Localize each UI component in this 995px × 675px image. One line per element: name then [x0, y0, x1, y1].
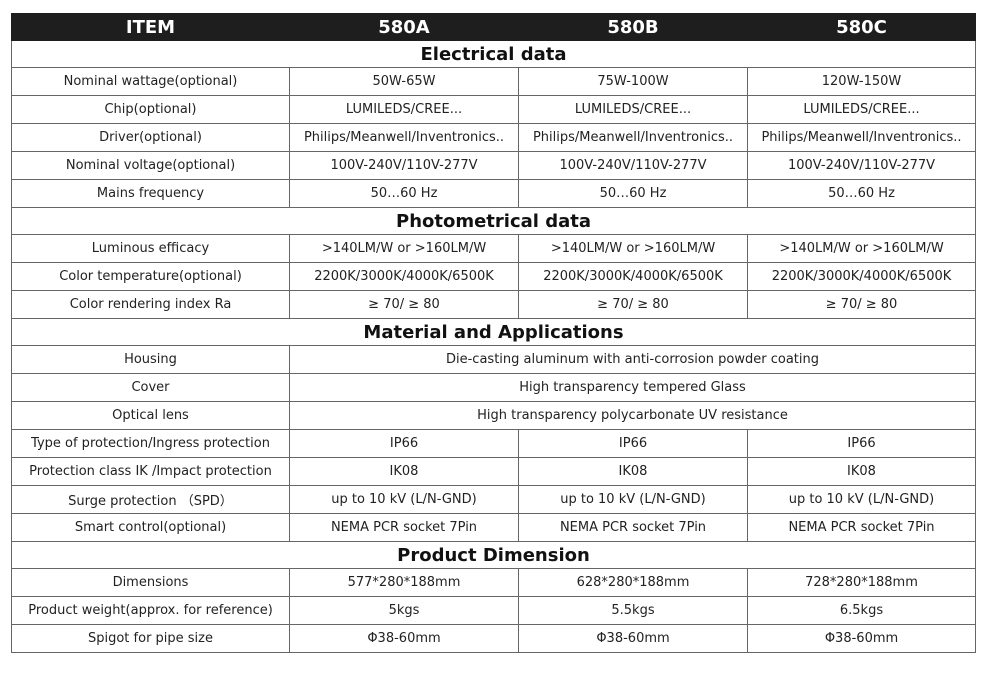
- cell-580b: 75W-100W: [518, 67, 748, 96]
- cell-580b: 100V-240V/110V-277V: [518, 151, 748, 180]
- table-row: Luminous efficacy >140LM/W or >160LM/W >…: [11, 234, 976, 263]
- row-label: Mains frequency: [11, 179, 290, 208]
- cell-580a: LUMILEDS/CREE...: [289, 95, 519, 124]
- cell-580c: 6.5kgs: [747, 596, 976, 625]
- cell-580a: IP66: [289, 429, 519, 458]
- cell-580b: Philips/Meanwell/Inventronics..: [518, 123, 748, 152]
- table-row: Type of protection/Ingress protection IP…: [11, 429, 976, 458]
- table-row: Driver(optional) Philips/Meanwell/Invent…: [11, 123, 976, 152]
- cell-580c: 728*280*188mm: [747, 568, 976, 597]
- cell-580a: 5kgs: [289, 596, 519, 625]
- section-material: Material and Applications: [11, 318, 976, 346]
- row-label: Color temperature(optional): [11, 262, 290, 291]
- cell-580c: 120W-150W: [747, 67, 976, 96]
- cell-580b: 50…60 Hz: [518, 179, 748, 208]
- table-row: Smart control(optional) NEMA PCR socket …: [11, 513, 976, 542]
- row-label: Surge protection （SPD）: [11, 485, 290, 514]
- row-label: Nominal voltage(optional): [11, 151, 290, 180]
- cell-580b: 628*280*188mm: [518, 568, 748, 597]
- section-electrical: Electrical data: [11, 40, 976, 68]
- cell-merged: High transparency polycarbonate UV resis…: [289, 401, 976, 430]
- cell-580b: LUMILEDS/CREE...: [518, 95, 748, 124]
- row-label: Chip(optional): [11, 95, 290, 124]
- section-row: Material and Applications: [11, 318, 976, 346]
- row-label: Protection class IK /Impact protection: [11, 457, 290, 486]
- cell-580c: IK08: [747, 457, 976, 486]
- cell-580c: 50…60 Hz: [747, 179, 976, 208]
- row-label: Spigot for pipe size: [11, 624, 290, 653]
- cell-580b: up to 10 kV (L/N-GND): [518, 485, 748, 514]
- cell-580c: Φ38-60mm: [747, 624, 976, 653]
- table-row: Cover High transparency tempered Glass: [11, 373, 976, 402]
- cell-580c: Philips/Meanwell/Inventronics..: [747, 123, 976, 152]
- row-label: Driver(optional): [11, 123, 290, 152]
- table-row: Spigot for pipe size Φ38-60mm Φ38-60mm Φ…: [11, 624, 976, 653]
- header-item: ITEM: [11, 13, 290, 41]
- row-label: Luminous efficacy: [11, 234, 290, 263]
- cell-580c: ≥ 70/ ≥ 80: [747, 290, 976, 319]
- cell-580c: LUMILEDS/CREE...: [747, 95, 976, 124]
- cell-580a: Philips/Meanwell/Inventronics..: [289, 123, 519, 152]
- cell-580a: Φ38-60mm: [289, 624, 519, 653]
- cell-580b: NEMA PCR socket 7Pin: [518, 513, 748, 542]
- cell-580b: ≥ 70/ ≥ 80: [518, 290, 748, 319]
- cell-580a: 50…60 Hz: [289, 179, 519, 208]
- cell-580c: 100V-240V/110V-277V: [747, 151, 976, 180]
- table-row: Surge protection （SPD） up to 10 kV (L/N-…: [11, 485, 976, 514]
- spec-table: ITEM 580A 580B 580C Electrical data Nomi…: [11, 13, 976, 653]
- section-photometrical: Photometrical data: [11, 207, 976, 235]
- table-row: Chip(optional) LUMILEDS/CREE... LUMILEDS…: [11, 95, 976, 124]
- cell-580b: 2200K/3000K/4000K/6500K: [518, 262, 748, 291]
- cell-580b: Φ38-60mm: [518, 624, 748, 653]
- row-label: Optical lens: [11, 401, 290, 430]
- cell-580a: NEMA PCR socket 7Pin: [289, 513, 519, 542]
- row-label: Cover: [11, 373, 290, 402]
- table-row: Nominal wattage(optional) 50W-65W 75W-10…: [11, 67, 976, 96]
- row-label: Type of protection/Ingress protection: [11, 429, 290, 458]
- cell-580b: 5.5kgs: [518, 596, 748, 625]
- table-row: Housing Die-casting aluminum with anti-c…: [11, 345, 976, 374]
- cell-580b: >140LM/W or >160LM/W: [518, 234, 748, 263]
- cell-580c: IP66: [747, 429, 976, 458]
- row-label: Dimensions: [11, 568, 290, 597]
- cell-580b: IP66: [518, 429, 748, 458]
- cell-580a: 577*280*188mm: [289, 568, 519, 597]
- cell-580c: NEMA PCR socket 7Pin: [747, 513, 976, 542]
- cell-580a: IK08: [289, 457, 519, 486]
- cell-580c: 2200K/3000K/4000K/6500K: [747, 262, 976, 291]
- row-label: Color rendering index Ra: [11, 290, 290, 319]
- cell-580a: 100V-240V/110V-277V: [289, 151, 519, 180]
- cell-580c: >140LM/W or >160LM/W: [747, 234, 976, 263]
- cell-580a: 50W-65W: [289, 67, 519, 96]
- cell-580a: 2200K/3000K/4000K/6500K: [289, 262, 519, 291]
- header-580a: 580A: [289, 13, 519, 41]
- table-row: Color temperature(optional) 2200K/3000K/…: [11, 262, 976, 291]
- header-580b: 580B: [518, 13, 748, 41]
- row-label: Housing: [11, 345, 290, 374]
- header-row: ITEM 580A 580B 580C: [11, 13, 976, 41]
- table-row: Mains frequency 50…60 Hz 50…60 Hz 50…60 …: [11, 179, 976, 208]
- cell-merged: High transparency tempered Glass: [289, 373, 976, 402]
- table-row: Optical lens High transparency polycarbo…: [11, 401, 976, 430]
- header-580c: 580C: [747, 13, 976, 41]
- table-row: Protection class IK /Impact protection I…: [11, 457, 976, 486]
- cell-merged: Die-casting aluminum with anti-corrosion…: [289, 345, 976, 374]
- section-row: Electrical data: [11, 40, 976, 68]
- cell-580a: >140LM/W or >160LM/W: [289, 234, 519, 263]
- row-label: Product weight(approx. for reference): [11, 596, 290, 625]
- cell-580a: up to 10 kV (L/N-GND): [289, 485, 519, 514]
- section-dimension: Product Dimension: [11, 541, 976, 569]
- section-row: Photometrical data: [11, 207, 976, 235]
- table-row: Nominal voltage(optional) 100V-240V/110V…: [11, 151, 976, 180]
- table-row: Dimensions 577*280*188mm 628*280*188mm 7…: [11, 568, 976, 597]
- row-label: Smart control(optional): [11, 513, 290, 542]
- section-row: Product Dimension: [11, 541, 976, 569]
- cell-580a: ≥ 70/ ≥ 80: [289, 290, 519, 319]
- row-label: Nominal wattage(optional): [11, 67, 290, 96]
- cell-580c: up to 10 kV (L/N-GND): [747, 485, 976, 514]
- cell-580b: IK08: [518, 457, 748, 486]
- table-row: Product weight(approx. for reference) 5k…: [11, 596, 976, 625]
- table-row: Color rendering index Ra ≥ 70/ ≥ 80 ≥ 70…: [11, 290, 976, 319]
